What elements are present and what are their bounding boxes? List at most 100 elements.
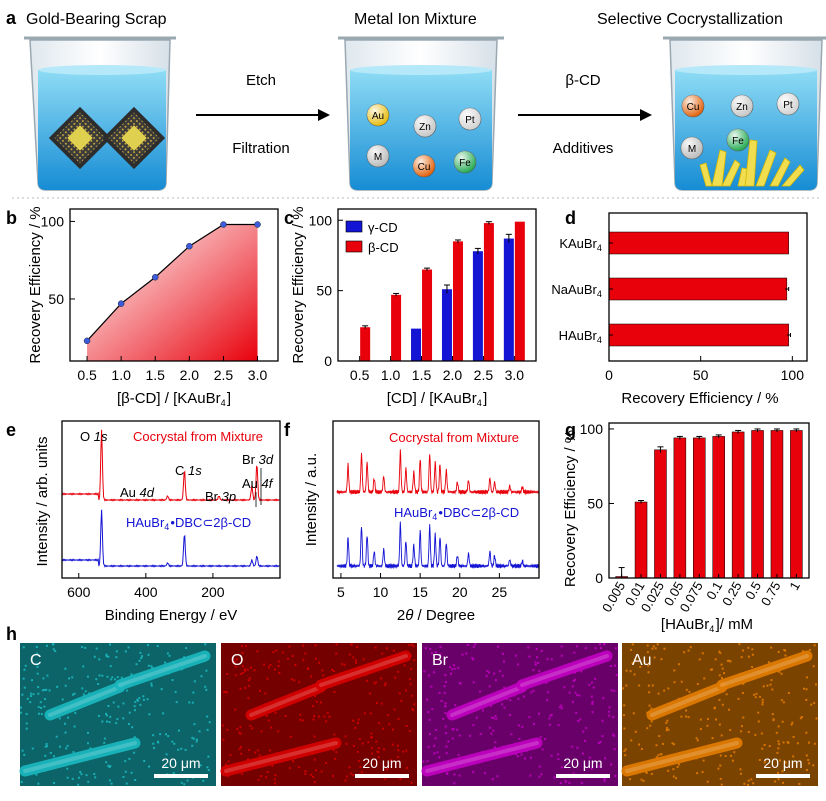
x-axis-label: [CD] / [KAuBr4 ] xyxy=(387,390,487,408)
map-speckle xyxy=(741,691,744,694)
map-speckle xyxy=(241,645,244,648)
map-speckle xyxy=(488,685,491,688)
map-speckle xyxy=(746,783,749,786)
arrow-bcd: β-CD Additives xyxy=(518,72,652,157)
map-speckle xyxy=(77,783,80,786)
map-speckle xyxy=(560,707,563,710)
beaker-2: Au Zn Pt M Cu Fe xyxy=(338,36,504,191)
map-speckle xyxy=(443,685,446,688)
axes-frame xyxy=(332,420,540,579)
map-speckle xyxy=(518,737,521,740)
map-speckle xyxy=(582,730,585,733)
map-speckle xyxy=(454,704,457,707)
map-speckle xyxy=(225,691,228,694)
map-speckle xyxy=(777,747,780,750)
map-speckle xyxy=(761,747,764,750)
map-speckle xyxy=(807,741,810,744)
map-speckle xyxy=(413,703,416,706)
map-speckle xyxy=(180,747,183,750)
map-speckle xyxy=(397,670,400,673)
map-speckle xyxy=(588,756,591,759)
map-speckle xyxy=(46,674,49,677)
map-speckle xyxy=(777,778,780,781)
map-speckle xyxy=(265,776,268,779)
map-speckle xyxy=(642,779,645,782)
map-speckle xyxy=(363,712,366,715)
map-speckle xyxy=(406,766,409,769)
bar-gamma xyxy=(411,328,422,361)
map-speckle xyxy=(74,711,77,714)
map-speckle xyxy=(683,651,686,654)
bar-beta xyxy=(391,294,402,361)
map-speckle xyxy=(63,722,66,725)
x-tick-label: 0 xyxy=(605,367,613,383)
map-speckle xyxy=(761,701,764,704)
map-speckle xyxy=(240,746,243,749)
map-speckle xyxy=(334,757,337,760)
peak-annotation: Br 3d xyxy=(242,452,274,467)
map-speckle xyxy=(444,712,447,715)
data-point xyxy=(186,242,193,250)
map-speckle xyxy=(650,772,653,775)
map-speckle xyxy=(813,702,816,705)
map-speckle xyxy=(381,652,384,655)
map-speckle xyxy=(22,677,25,680)
map-speckle xyxy=(37,686,40,689)
map-speckle xyxy=(391,743,394,746)
map-speckle xyxy=(479,733,482,736)
map-speckle xyxy=(377,747,380,750)
map-speckle xyxy=(724,755,727,758)
map-speckle xyxy=(666,726,669,729)
panel-b-chart: b 50 100 0.5 1.0 1.5 2.0 2.5 3.0 Recovery Efficie… xyxy=(6,206,279,408)
map-speckle xyxy=(509,699,512,702)
map-speckle xyxy=(403,664,406,667)
map-speckle xyxy=(609,665,612,668)
map-speckle xyxy=(731,759,734,762)
map-speckle xyxy=(603,643,606,646)
map-speckle xyxy=(485,675,488,678)
map-speckle xyxy=(247,697,250,700)
map-speckle xyxy=(37,782,40,785)
map-speckle xyxy=(355,661,358,664)
map-speckle xyxy=(241,651,244,654)
map-speckle xyxy=(450,672,453,675)
peak-annotation: C 1s xyxy=(175,463,202,478)
map-speckle xyxy=(384,777,387,780)
map-speckle xyxy=(695,737,698,740)
map-speckle xyxy=(82,693,85,696)
map-speckle xyxy=(469,734,472,737)
eds-map-c: C 20 μm xyxy=(19,643,216,786)
map-speckle xyxy=(592,686,595,689)
map-speckle xyxy=(272,651,275,654)
map-speckle xyxy=(133,709,136,712)
map-speckle xyxy=(496,775,499,778)
map-speckle xyxy=(638,743,641,746)
map-speckle xyxy=(602,697,605,700)
map-speckle xyxy=(264,692,267,695)
map-speckle xyxy=(48,689,51,692)
scale-bar xyxy=(355,774,409,778)
map-speckle xyxy=(781,781,784,784)
map-speckle xyxy=(317,715,320,718)
x-tick-label: 10 xyxy=(373,584,389,600)
map-speckle xyxy=(369,736,372,739)
map-speckle xyxy=(253,669,256,672)
pxrd-pattern-blue xyxy=(336,521,540,570)
map-speckle xyxy=(449,666,452,669)
ion-label: M xyxy=(688,144,696,155)
map-speckle xyxy=(71,693,74,696)
y-axis-label: Intensity / arb. units xyxy=(34,436,51,566)
map-element-label: O xyxy=(231,652,243,669)
map-speckle xyxy=(677,763,680,766)
map-speckle xyxy=(204,643,207,646)
map-speckle xyxy=(440,699,443,702)
map-speckle xyxy=(445,752,448,755)
y-axis-label: Recovery Efficiency / % xyxy=(27,206,44,363)
map-speckle xyxy=(493,746,496,749)
map-speckle xyxy=(588,683,591,686)
y-tick-label: 100 xyxy=(41,213,65,229)
map-speckle xyxy=(122,702,125,705)
map-speckle xyxy=(348,653,351,656)
map-speckle xyxy=(792,735,795,738)
